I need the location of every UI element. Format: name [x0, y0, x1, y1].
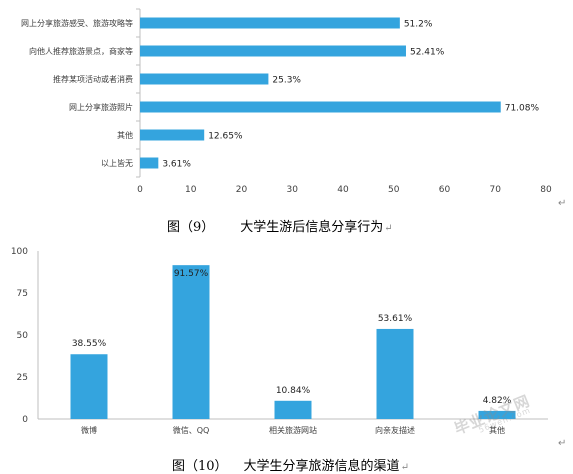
data-label: 71.08% — [505, 104, 540, 114]
y-tick-label: 100 — [11, 247, 28, 257]
category-label: 微博 — [81, 425, 97, 435]
caption-title: 大学生分享旅游信息的渠道 — [243, 459, 400, 474]
bar — [140, 17, 400, 29]
x-tick-label: 20 — [236, 185, 248, 195]
x-tick-label: 0 — [137, 185, 143, 195]
bar — [172, 265, 210, 419]
y-tick-label: 0 — [22, 415, 28, 425]
data-label: 38.55% — [72, 339, 107, 349]
data-label: 12.65% — [208, 132, 243, 142]
x-tick-label: 60 — [439, 185, 451, 195]
caption-figure-10: 图（10） 大学生分享旅游信息的渠道↵ — [172, 455, 409, 474]
x-tick-label: 70 — [490, 185, 502, 195]
bar — [140, 45, 406, 57]
bar — [140, 157, 159, 169]
y-tick-label: 25 — [17, 373, 28, 383]
data-label: 4.82% — [483, 396, 512, 406]
x-tick-label: 80 — [540, 185, 552, 195]
data-label: 53.61% — [378, 314, 413, 324]
chart-sharing-behavior: 0 10 20 30 40 50 60 70 80 网上分享旅游感受、旅游攻略等 51.2% 向他人推… — [21, 8, 552, 195]
bar — [376, 328, 414, 419]
category-label: 以上皆无 — [101, 159, 133, 168]
category-label: 微信、QQ — [173, 425, 210, 435]
data-label: 91.57% — [174, 269, 209, 279]
caption-number: 图（10） — [172, 459, 228, 474]
data-label: 51.2% — [404, 20, 433, 30]
category-label: 网上分享旅游感受、旅游攻略等 — [21, 18, 133, 28]
bar — [140, 101, 501, 113]
x-tick-label: 50 — [388, 185, 400, 195]
category-label: 其他 — [117, 130, 133, 140]
data-label: 10.84% — [276, 386, 311, 396]
caption-title: 大学生游后信息分享行为 — [240, 220, 384, 235]
x-tick-label: 30 — [287, 185, 299, 195]
category-label: 其他 — [489, 425, 505, 435]
paragraph-mark-icon: ↵ — [558, 438, 567, 449]
caption-number: 图（9） — [167, 220, 215, 235]
category-label: 网上分享旅游照片 — [69, 102, 133, 112]
x-tick-label: 40 — [337, 185, 349, 195]
x-tick-label: 10 — [185, 185, 197, 195]
category-label: 相关旅游网站 — [269, 425, 317, 435]
caption-figure-9: 图（9） 大学生游后信息分享行为↵ — [167, 216, 393, 235]
bar — [140, 129, 205, 141]
chart-sharing-channels: 0 25 50 75 100 38.55% 微博 91.57% 微信、QQ 10.84% 相关旅游网… — [11, 247, 548, 435]
bar — [140, 73, 269, 85]
data-label: 25.3% — [272, 76, 301, 86]
paragraph-mark-icon: ↵ — [558, 198, 567, 209]
category-label: 向他人推荐旅游景点，商家等 — [29, 46, 133, 56]
bar — [478, 410, 516, 419]
bar — [70, 354, 108, 419]
y-tick-label: 50 — [17, 331, 29, 341]
data-label: 3.61% — [162, 160, 191, 170]
paragraph-mark-icon: ↵ — [384, 223, 393, 234]
bar — [274, 400, 312, 419]
category-label: 向亲友描述 — [375, 425, 415, 435]
data-label: 52.41% — [410, 48, 445, 58]
y-tick-label: 75 — [17, 289, 28, 299]
paragraph-mark-icon: ↵ — [400, 462, 409, 473]
category-label: 推荐某项活动或者消费 — [53, 74, 133, 84]
